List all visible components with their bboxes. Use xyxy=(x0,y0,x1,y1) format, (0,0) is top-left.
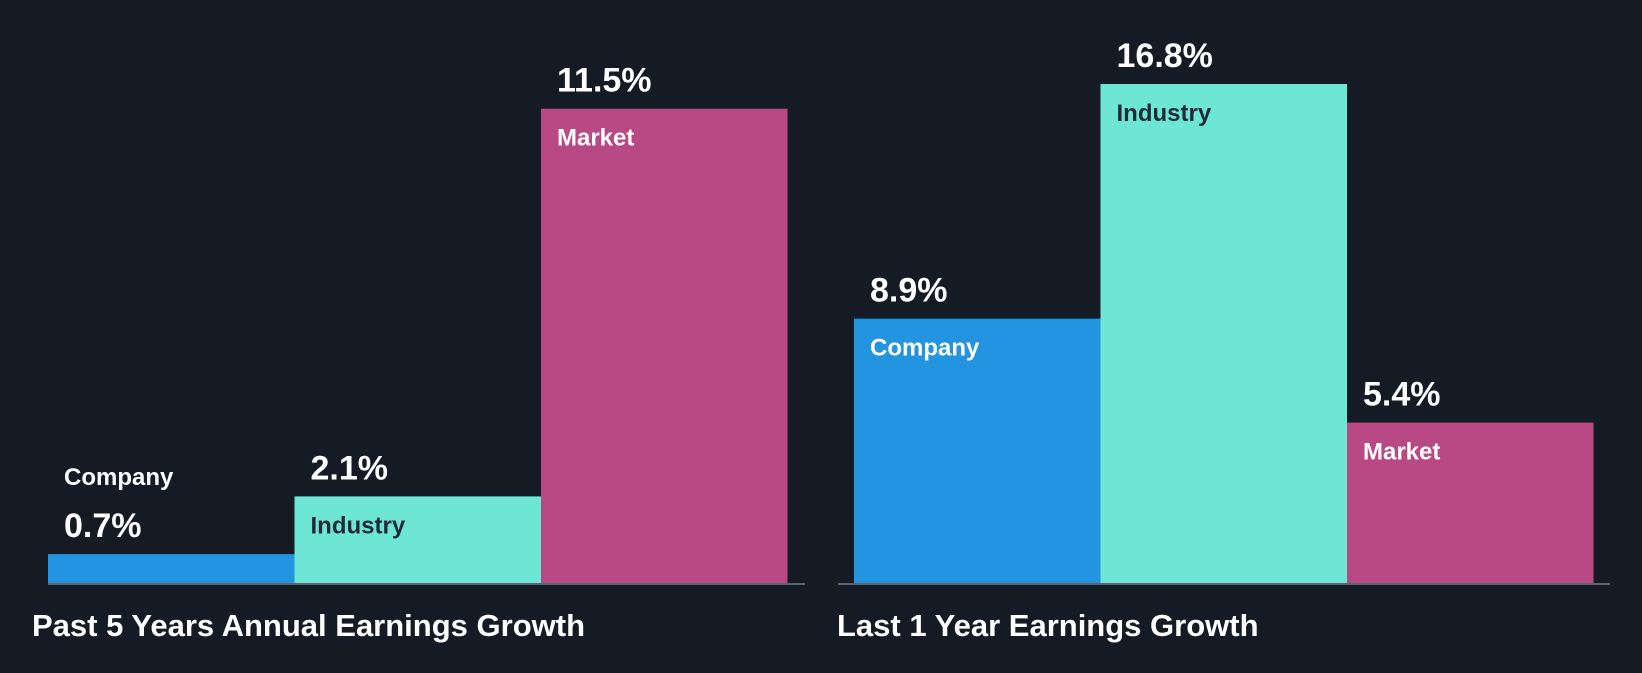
category-label-market: Market xyxy=(1363,439,1440,466)
bar-industry xyxy=(1100,84,1347,583)
chart-panel-past-5-years: 0.7% Company 2.1% Industry 11.5% Market Past 5… xyxy=(32,62,805,643)
bar-market xyxy=(541,108,788,583)
value-label-market: 5.4% xyxy=(1363,376,1441,414)
value-label-company: 8.9% xyxy=(870,272,948,310)
bar-company xyxy=(854,318,1101,583)
bar-company xyxy=(48,554,295,583)
chart-title: Last 1 Year Earnings Growth xyxy=(837,608,1259,643)
category-label-company: Company xyxy=(64,464,174,491)
value-label-company: 0.7% xyxy=(64,507,142,545)
category-label-company: Company xyxy=(870,335,980,362)
value-label-industry: 16.8% xyxy=(1117,37,1213,75)
bar-industry xyxy=(294,496,541,583)
category-label-market: Market xyxy=(557,125,634,152)
value-label-industry: 2.1% xyxy=(311,449,389,487)
chart-title: Past 5 Years Annual Earnings Growth xyxy=(32,608,585,643)
bar-market xyxy=(1347,422,1594,583)
chart-panel-last-1-year: 8.9% Company 16.8% Industry 5.4% Market Last 1… xyxy=(837,37,1610,643)
value-label-market: 11.5% xyxy=(557,62,652,100)
category-label-industry: Industry xyxy=(1117,100,1212,127)
category-label-industry: Industry xyxy=(311,512,406,539)
